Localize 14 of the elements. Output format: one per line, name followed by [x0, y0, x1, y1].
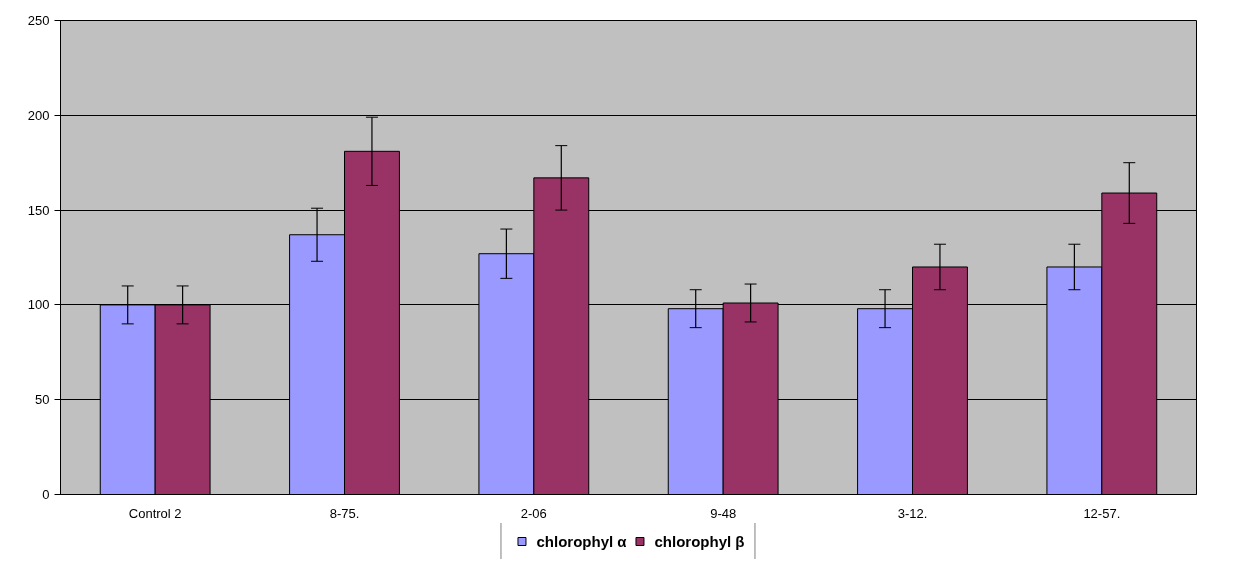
legend-label: chlorophyl β: [654, 532, 745, 550]
x-tick-label: 12-57.: [1083, 505, 1121, 521]
y-tick-label: 0: [42, 487, 50, 502]
x-tick-label: 8-75.: [329, 505, 360, 521]
x-tick-label: 2-06: [520, 505, 547, 521]
x-tick-label: Control 2: [128, 505, 182, 521]
y-tick-label: 50: [35, 392, 50, 408]
y-tick-label: 250: [27, 13, 50, 28]
y-tick-label: 200: [27, 107, 50, 123]
x-tick-label: 3-12.: [897, 505, 928, 521]
y-tick-label: 100: [27, 297, 50, 313]
legend-label: chlorophyl α: [536, 532, 627, 550]
y-tick-label: 150: [27, 202, 50, 218]
x-tick-label: 9-48: [710, 505, 737, 521]
